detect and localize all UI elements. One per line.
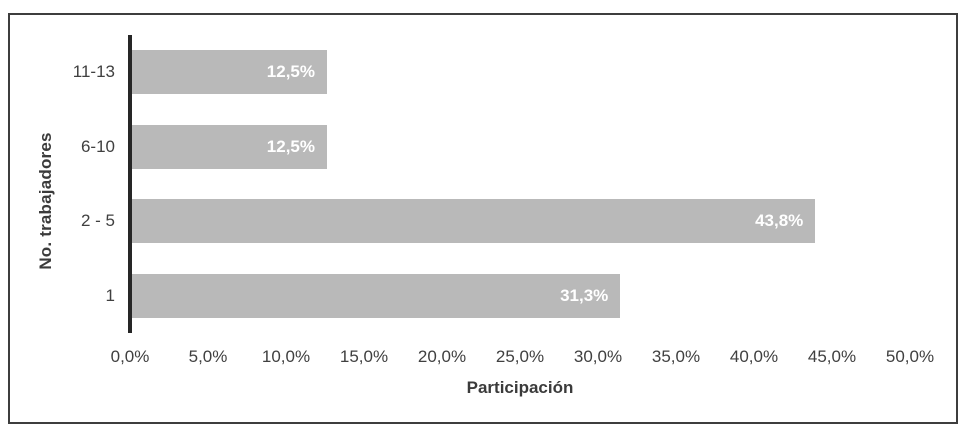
x-axis-tick-label: 30,0% [573,347,623,366]
bar-value-label: 12,5% [266,136,315,156]
x-axis-tick-label: 50,0% [885,347,935,366]
x-axis-title: Participación [466,378,574,397]
x-axis-tick-label: 5,0% [188,347,228,366]
bar: 31,3% [132,273,621,318]
x-axis-tick-label: 0,0% [110,347,150,366]
bar: 12,5% [132,50,327,95]
bar-value-label: 43,8% [755,211,804,231]
x-axis-tick-label: 40,0% [729,347,779,366]
category-label: 6-10 [80,136,115,156]
bar-value-label: 31,3% [560,285,609,305]
x-axis-tick-label: 35,0% [651,347,701,366]
category-label: 11-13 [72,62,115,82]
x-axis-tick-label: 20,0% [417,347,467,366]
category-label: 1 [105,285,115,305]
bar: 12,5% [132,124,327,169]
x-axis-tick-label: 10,0% [261,347,311,366]
bar: 43,8% [132,199,816,244]
x-axis-tick-label: 15,0% [339,347,389,366]
x-axis-tick-label: 25,0% [495,347,545,366]
bar-value-label: 12,5% [266,62,315,82]
x-axis-tick-label: 45,0% [807,347,857,366]
y-axis-line [128,35,132,333]
category-label: 2 - 5 [80,211,115,231]
